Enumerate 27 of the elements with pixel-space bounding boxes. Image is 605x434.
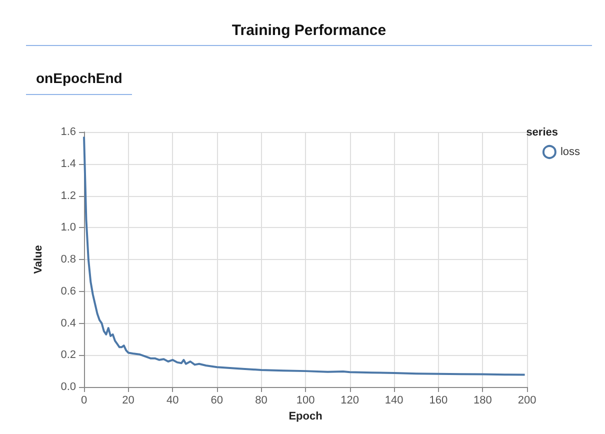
x-tick-label: 80	[255, 394, 268, 406]
x-tick-label: 140	[384, 394, 404, 406]
y-tick-label: 0.0	[60, 381, 76, 393]
legend-label: loss	[560, 146, 580, 158]
y-tick-label: 1.4	[60, 158, 76, 170]
y-tick-label: 0.8	[60, 254, 76, 266]
legend-title: series	[526, 126, 558, 138]
x-tick-label: 180	[474, 394, 492, 406]
y-tick-label: 1.0	[60, 222, 76, 234]
y-tick-label: 1.2	[60, 190, 76, 202]
x-axis-title: Epoch	[288, 410, 323, 422]
x-tick-label: 20	[122, 394, 134, 406]
y-tick-label: 0.2	[60, 349, 76, 362]
chart-subtitle: onEpochEnd	[26, 70, 132, 95]
x-tick-label: 160	[429, 394, 448, 406]
x-tick-label: 0	[80, 394, 88, 406]
x-tick-label: 200	[518, 394, 536, 406]
y-tick-label: 0.6	[60, 285, 76, 298]
y-tick-label: 0.4	[60, 317, 76, 330]
x-tick-label: 60	[210, 394, 224, 406]
y-tick-label: 1.6	[60, 126, 76, 138]
x-tick-label: 100	[296, 394, 315, 406]
y-axis-title: Value	[32, 245, 44, 274]
x-tick-label: 120	[340, 394, 359, 406]
chart-title: Training Performance	[26, 22, 592, 46]
x-tick-label: 40	[166, 394, 179, 406]
line-series	[83, 136, 526, 376]
